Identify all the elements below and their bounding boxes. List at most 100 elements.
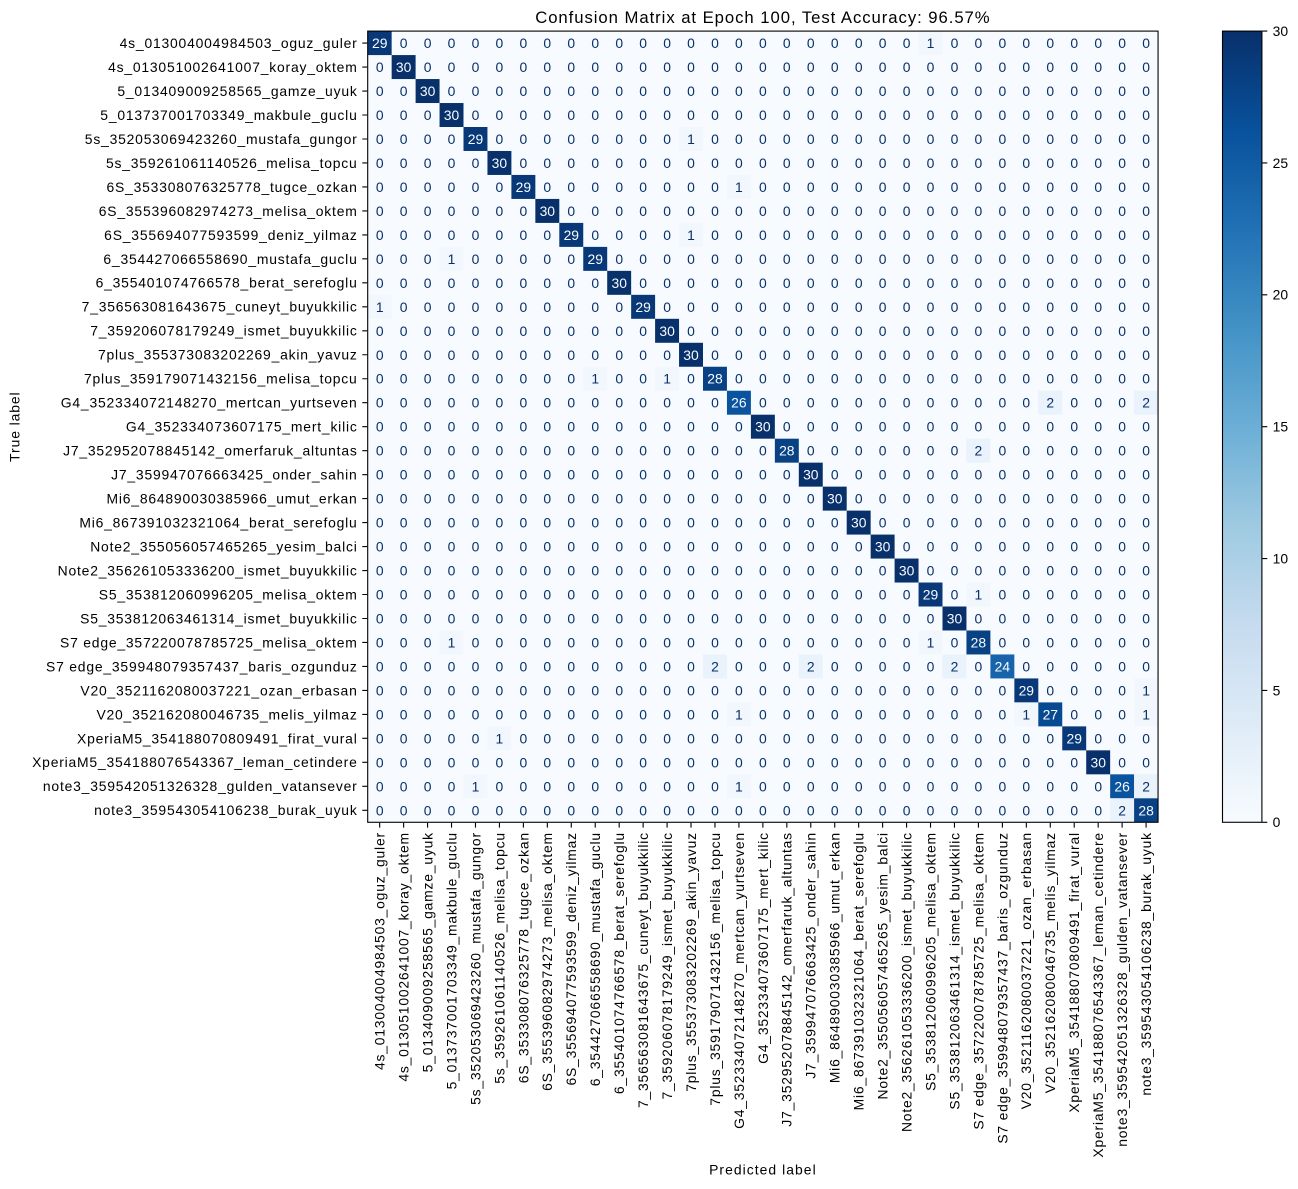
svg-text:0: 0: [975, 83, 983, 99]
svg-text:0: 0: [520, 635, 528, 651]
svg-text:30: 30: [755, 419, 771, 435]
svg-text:0: 0: [735, 587, 743, 603]
svg-text:V20_3521162080037221_ozan_erba: V20_3521162080037221_ozan_erbasan: [1018, 832, 1034, 1109]
svg-text:0: 0: [1142, 59, 1150, 75]
svg-text:0: 0: [520, 371, 528, 387]
svg-text:0: 0: [903, 802, 911, 818]
svg-text:0: 0: [639, 131, 647, 147]
svg-text:0: 0: [448, 35, 456, 51]
svg-text:0: 0: [735, 730, 743, 746]
svg-text:0: 0: [615, 419, 623, 435]
svg-text:0: 0: [807, 419, 815, 435]
svg-text:0: 0: [903, 419, 911, 435]
svg-text:29: 29: [372, 35, 388, 51]
svg-text:0: 0: [927, 515, 935, 531]
svg-text:0: 0: [567, 467, 575, 483]
svg-text:0: 0: [999, 83, 1007, 99]
svg-text:0: 0: [663, 706, 671, 722]
svg-text:6_355401074766578_berat_serefo: 6_355401074766578_berat_serefoglu: [96, 275, 358, 291]
svg-text:0: 0: [855, 107, 863, 123]
svg-text:0: 0: [615, 35, 623, 51]
svg-text:0: 0: [807, 107, 815, 123]
svg-text:0: 0: [663, 131, 671, 147]
svg-text:0: 0: [831, 802, 839, 818]
svg-text:0: 0: [567, 347, 575, 363]
svg-text:0: 0: [520, 155, 528, 171]
svg-text:0: 0: [807, 539, 815, 555]
svg-text:7_359206078179249_ismet_buyukk: 7_359206078179249_ismet_buyukkilic: [659, 832, 675, 1099]
svg-text:0: 0: [567, 682, 575, 698]
svg-text:0: 0: [951, 587, 959, 603]
svg-text:0: 0: [1070, 682, 1078, 698]
svg-text:0: 0: [400, 611, 408, 627]
svg-text:0: 0: [903, 83, 911, 99]
svg-text:0: 0: [376, 563, 384, 579]
svg-text:0: 0: [807, 587, 815, 603]
svg-text:0: 0: [472, 203, 480, 219]
svg-text:0: 0: [1142, 179, 1150, 195]
svg-text:0: 0: [1142, 563, 1150, 579]
svg-text:0: 0: [1022, 658, 1030, 674]
svg-text:0: 0: [975, 730, 983, 746]
svg-text:0: 0: [376, 682, 384, 698]
svg-text:0: 0: [927, 706, 935, 722]
svg-text:0: 0: [543, 587, 551, 603]
svg-text:0: 0: [496, 83, 504, 99]
svg-text:0: 0: [927, 323, 935, 339]
svg-text:0: 0: [543, 802, 551, 818]
svg-text:0: 0: [1070, 443, 1078, 459]
svg-text:0: 0: [735, 323, 743, 339]
svg-text:0: 0: [927, 203, 935, 219]
svg-text:0: 0: [567, 203, 575, 219]
svg-text:0: 0: [759, 275, 767, 291]
svg-text:0: 0: [472, 587, 480, 603]
svg-text:0: 0: [424, 730, 432, 746]
svg-text:1: 1: [735, 778, 743, 794]
svg-text:0: 0: [376, 778, 384, 794]
svg-text:0: 0: [1022, 515, 1030, 531]
svg-text:0: 0: [735, 563, 743, 579]
svg-text:30: 30: [803, 467, 819, 483]
svg-text:0: 0: [759, 59, 767, 75]
svg-text:30: 30: [947, 611, 963, 627]
svg-text:0: 0: [591, 467, 599, 483]
svg-text:0: 0: [639, 107, 647, 123]
svg-text:0: 0: [831, 778, 839, 794]
svg-text:0: 0: [759, 347, 767, 363]
svg-text:30: 30: [492, 155, 508, 171]
svg-text:0: 0: [615, 107, 623, 123]
svg-text:0: 0: [448, 730, 456, 746]
svg-text:0: 0: [400, 35, 408, 51]
svg-text:0: 0: [591, 491, 599, 507]
svg-text:0: 0: [496, 275, 504, 291]
svg-text:0: 0: [711, 539, 719, 555]
svg-text:note3_359542051326328_gulden_v: note3_359542051326328_gulden_vatansever: [1114, 832, 1130, 1147]
svg-text:0: 0: [543, 778, 551, 794]
svg-text:0: 0: [783, 658, 791, 674]
svg-text:0: 0: [567, 59, 575, 75]
svg-text:0: 0: [927, 658, 935, 674]
svg-text:0: 0: [687, 83, 695, 99]
svg-text:0: 0: [567, 155, 575, 171]
svg-text:0: 0: [472, 227, 480, 243]
svg-text:0: 0: [1046, 491, 1054, 507]
svg-text:0: 0: [615, 299, 623, 315]
svg-text:0: 0: [400, 347, 408, 363]
svg-text:30: 30: [396, 59, 412, 75]
svg-text:0: 0: [1022, 227, 1030, 243]
svg-text:0: 0: [591, 299, 599, 315]
svg-text:0: 0: [376, 203, 384, 219]
svg-text:0: 0: [1142, 419, 1150, 435]
svg-text:0: 0: [927, 347, 935, 363]
svg-text:0: 0: [807, 251, 815, 267]
svg-text:24: 24: [995, 658, 1011, 674]
svg-text:0: 0: [759, 371, 767, 387]
svg-text:0: 0: [1046, 131, 1054, 147]
svg-text:0: 0: [663, 179, 671, 195]
svg-text:0: 0: [975, 371, 983, 387]
svg-text:0: 0: [376, 347, 384, 363]
svg-text:0: 0: [903, 467, 911, 483]
svg-text:0: 0: [975, 802, 983, 818]
svg-text:0: 0: [783, 611, 791, 627]
svg-text:0: 0: [543, 467, 551, 483]
